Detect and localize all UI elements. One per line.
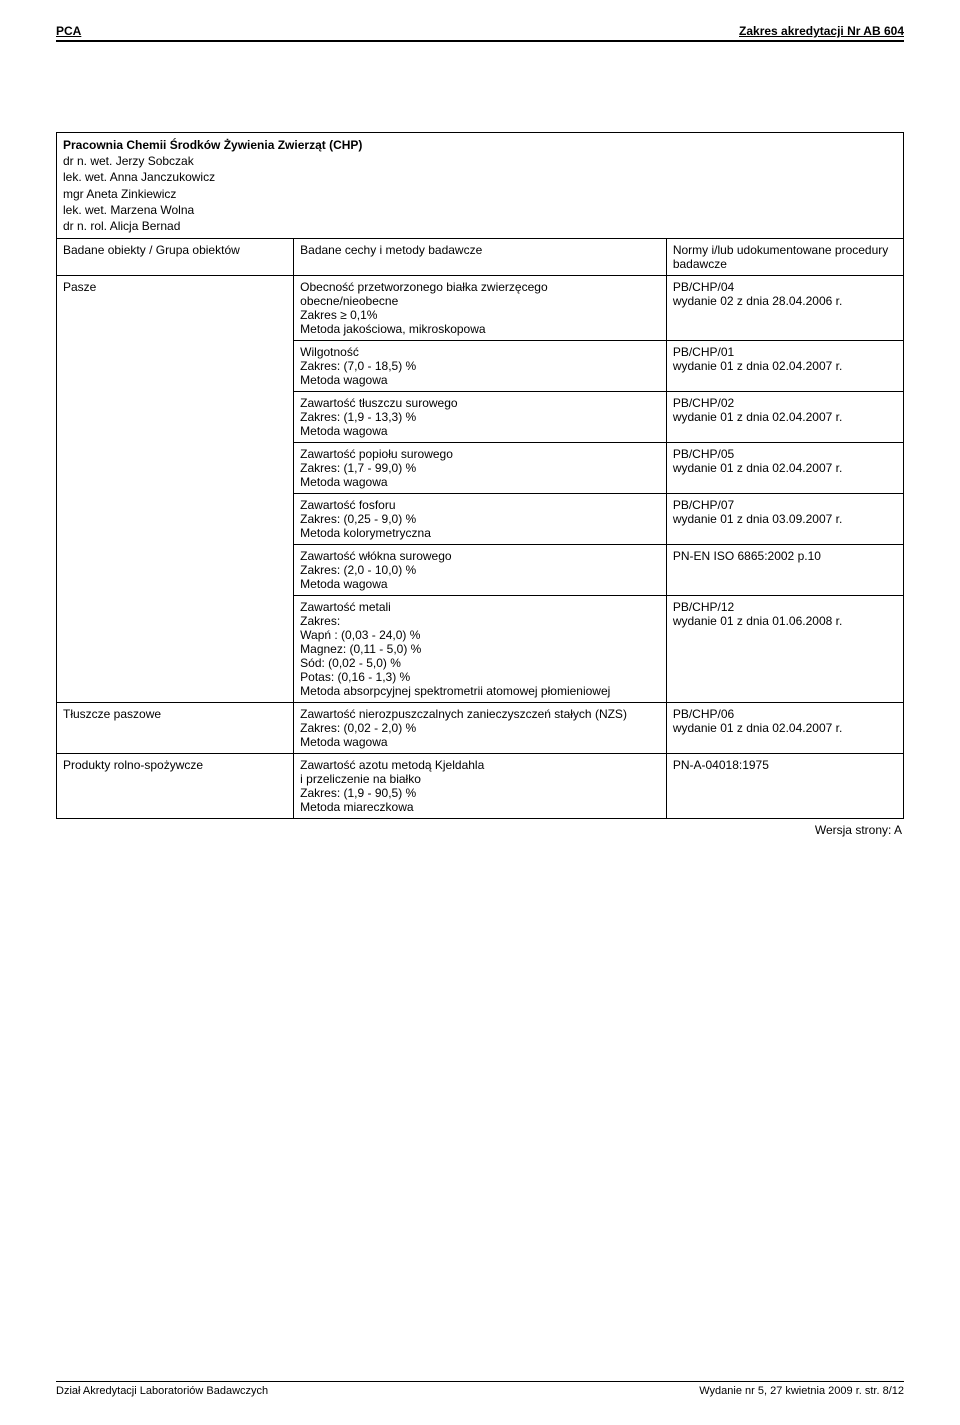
footer-right: Wydanie nr 5, 27 kwietnia 2009 r. str. 8… (699, 1385, 904, 1397)
norm-cell: PB/CHP/01wydanie 01 z dnia 02.04.2007 r. (666, 341, 903, 392)
method-cell: Zawartość azotu metodą Kjeldahlai przeli… (294, 754, 667, 819)
accreditation-table: Pracownia Chemii Środków Żywienia Zwierz… (56, 132, 904, 819)
norm-cell: PB/CHP/02wydanie 01 z dnia 02.04.2007 r. (666, 392, 903, 443)
norm-cell: PB/CHP/05wydanie 01 z dnia 02.04.2007 r. (666, 443, 903, 494)
lab-person: dr n. wet. Jerzy Sobczak (63, 153, 897, 169)
header-right: Zakres akredytacji Nr AB 604 (739, 24, 904, 38)
subject-cell: Tłuszcze paszowe (57, 703, 294, 754)
method-cell: Zawartość fosforuZakres: (0,25 - 9,0) %M… (294, 494, 667, 545)
header-left: PCA (56, 24, 81, 38)
norm-cell: PB/CHP/12wydanie 01 z dnia 01.06.2008 r. (666, 596, 903, 703)
method-cell: Zawartość tłuszczu surowegoZakres: (1,9 … (294, 392, 667, 443)
method-cell: Zawartość włókna surowegoZakres: (2,0 - … (294, 545, 667, 596)
norm-cell: PB/CHP/04wydanie 02 z dnia 28.04.2006 r. (666, 276, 903, 341)
column-header-norm: Normy i/lub udokumentowane procedury bad… (666, 239, 903, 276)
subject-cell: Pasze (57, 276, 294, 703)
method-cell: Zawartość nierozpuszczalnych zanieczyszc… (294, 703, 667, 754)
page-footer: Dział Akredytacji Laboratoriów Badawczyc… (56, 1381, 904, 1397)
norm-cell: PB/CHP/06wydanie 01 z dnia 02.04.2007 r. (666, 703, 903, 754)
column-header-subject: Badane obiekty / Grupa obiektów (57, 239, 294, 276)
page: PCA Zakres akredytacji Nr AB 604 Pracown… (0, 0, 960, 1425)
lab-person: mgr Aneta Zinkiewicz (63, 186, 897, 202)
column-header-method: Badane cechy i metody badawcze (294, 239, 667, 276)
method-cell: Obecność przetworzonego białka zwierzęce… (294, 276, 667, 341)
method-cell: Zawartość metaliZakres:Wapń : (0,03 - 24… (294, 596, 667, 703)
lab-header-cell: Pracownia Chemii Środków Żywienia Zwierz… (57, 133, 904, 239)
top-header: PCA Zakres akredytacji Nr AB 604 (56, 24, 904, 42)
lab-person: lek. wet. Anna Janczukowicz (63, 169, 897, 185)
page-version: Wersja strony: A (56, 823, 904, 837)
norm-cell: PN-EN ISO 6865:2002 p.10 (666, 545, 903, 596)
method-cell: WilgotnośćZakres: (7,0 - 18,5) %Metoda w… (294, 341, 667, 392)
norm-cell: PB/CHP/07wydanie 01 z dnia 03.09.2007 r. (666, 494, 903, 545)
method-cell: Zawartość popiołu surowegoZakres: (1,7 -… (294, 443, 667, 494)
subject-cell: Produkty rolno-spożywcze (57, 754, 294, 819)
lab-person: dr n. rol. Alicja Bernad (63, 218, 897, 234)
lab-name: Pracownia Chemii Środków Żywienia Zwierz… (63, 137, 897, 153)
norm-cell: PN-A-04018:1975 (666, 754, 903, 819)
lab-person: lek. wet. Marzena Wolna (63, 202, 897, 218)
footer-left: Dział Akredytacji Laboratoriów Badawczyc… (56, 1385, 268, 1397)
